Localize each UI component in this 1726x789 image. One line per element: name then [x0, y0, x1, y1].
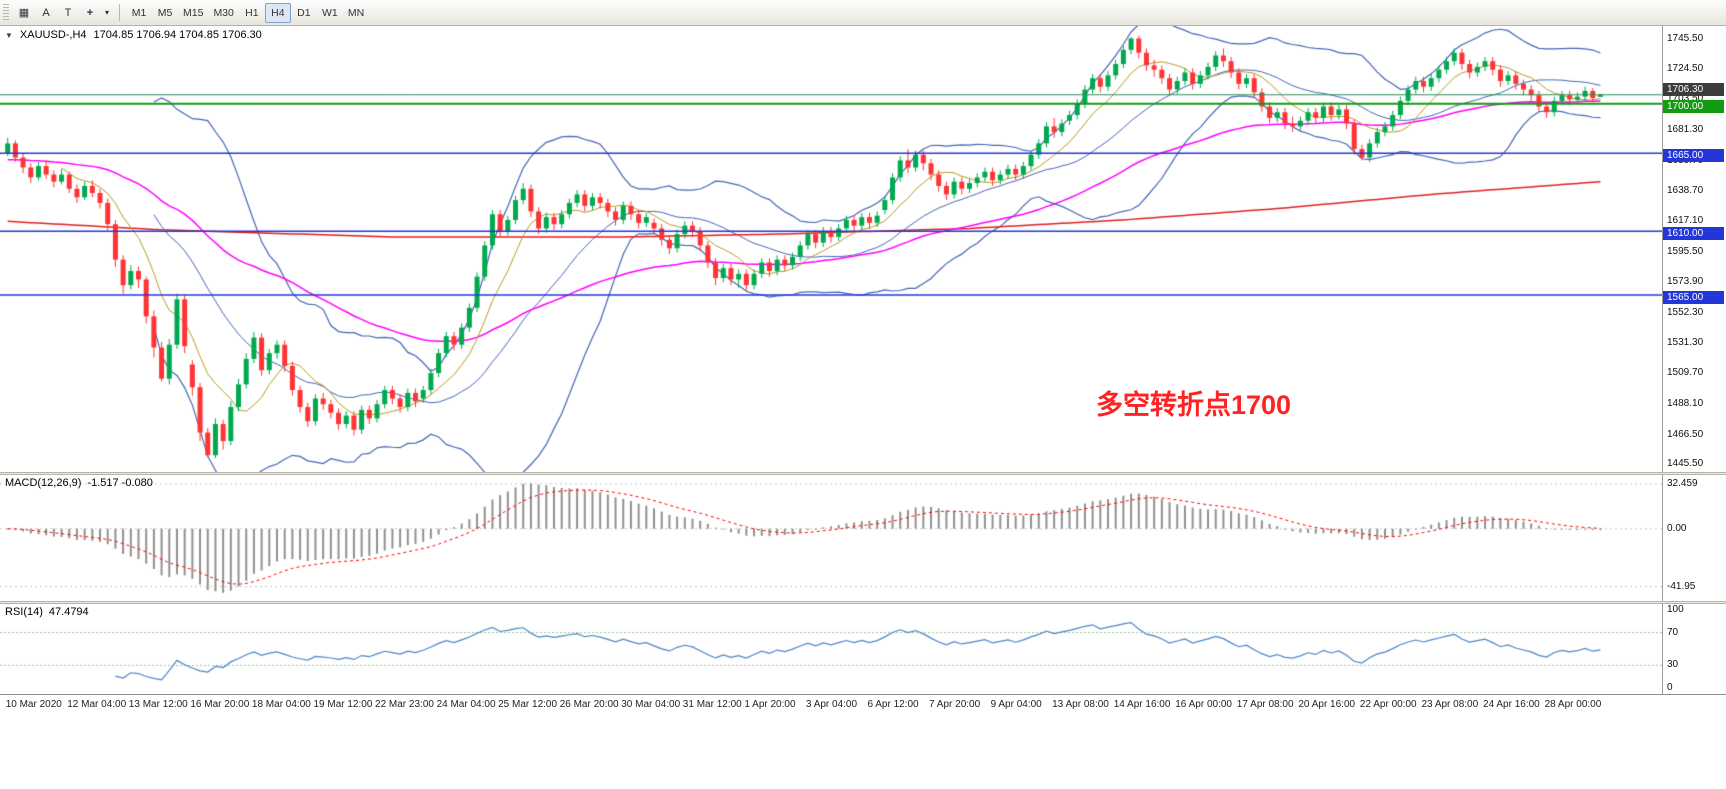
- price-axis[interactable]: 1745.501724.501703.501681.301659.701638.…: [1662, 26, 1726, 472]
- price-tick-label: 1488.10: [1667, 398, 1704, 410]
- time-axis-label: 17 Apr 08:00: [1236, 699, 1294, 710]
- rsi-indicator-label: RSI(14) 47.4794: [5, 606, 89, 618]
- price-tick-label: 1531.30: [1667, 336, 1704, 348]
- price-tick-label: 1445.50: [1667, 458, 1704, 470]
- price-chart-panel: ▼ XAUUSD-,H4 1704.85 1706.94 1704.85 170…: [0, 26, 1726, 472]
- macd-current-values: -1.517 -0.080: [87, 477, 153, 489]
- price-tick-label: 1552.30: [1667, 307, 1704, 319]
- rsi-canvas[interactable]: [0, 604, 1662, 694]
- macd-tick-label: 0.00: [1667, 522, 1687, 534]
- toolbar-grip[interactable]: [3, 3, 9, 22]
- rsi-current-value: 47.4794: [48, 606, 89, 618]
- macd-tick-label: 32.459: [1667, 477, 1698, 489]
- chart-grid-icon[interactable]: ▦: [18, 7, 30, 19]
- timeframe-button-h1[interactable]: H1: [245, 6, 259, 19]
- chart-header: ▼ XAUUSD-,H4 1704.85 1706.94 1704.85 170…: [5, 29, 262, 41]
- panel-divider-macd[interactable]: [0, 472, 1726, 475]
- time-axis-label: 20 Apr 16:00: [1298, 699, 1356, 710]
- macd-panel: MACD(12,26,9) -1.517 -0.080 32.459 0.00 -4…: [0, 475, 1726, 601]
- timeframe-button-m15[interactable]: M15: [183, 6, 204, 19]
- time-axis-label: 13 Mar 12:00: [128, 699, 188, 710]
- rsi-panel: RSI(14) 47.4794 100 70 30 0: [0, 604, 1726, 694]
- time-axis-label: 1 Apr 20:00: [744, 699, 796, 710]
- time-axis-label: 7 Apr 20:00: [929, 699, 981, 710]
- time-axis-label: 24 Apr 16:00: [1483, 699, 1540, 710]
- time-axis-label: 19 Mar 12:00: [313, 699, 373, 710]
- time-axis-label: 13 Apr 08:00: [1052, 699, 1109, 710]
- toolbar: ▦ A T + ▾ M1 M5 M15 M30 H1 H4 D1 W1 MN: [0, 0, 1726, 26]
- time-axis-label: 22 Mar 23:00: [375, 699, 434, 710]
- level-price-badge[interactable]: 1700.00: [1663, 99, 1724, 113]
- timeframe-button-h4[interactable]: H4: [264, 2, 291, 23]
- ohlc-values: 1704.85 1706.94 1704.85 1706.30: [93, 29, 262, 41]
- rsi-tick-label: 100: [1667, 604, 1684, 615]
- macd-axis[interactable]: 32.459 0.00 -41.95: [1662, 475, 1726, 601]
- arrow-tool-icon[interactable]: A: [42, 6, 50, 19]
- macd-canvas[interactable]: [0, 475, 1662, 601]
- rsi-tick-label: 0: [1667, 682, 1673, 693]
- rsi-tick-label: 70: [1667, 626, 1679, 638]
- time-axis-label: 22 Apr 00:00: [1359, 699, 1417, 710]
- level-price-badge[interactable]: 1665.00: [1663, 149, 1724, 163]
- crosshair-tool-icon[interactable]: +: [86, 6, 94, 19]
- price-tick-label: 1724.50: [1667, 62, 1704, 74]
- price-tick-label: 1595.50: [1667, 245, 1704, 257]
- panel-divider-rsi[interactable]: [0, 601, 1726, 604]
- time-axis-label: 10 Mar 2020: [5, 699, 62, 710]
- current-price-badge: 1706.30: [1663, 82, 1724, 96]
- price-tick-label: 1573.90: [1667, 276, 1704, 288]
- price-chart-canvas[interactable]: [0, 26, 1662, 472]
- time-axis-label: 31 Mar 12:00: [682, 699, 742, 710]
- timeframe-button-m1[interactable]: M1: [131, 6, 147, 19]
- chart-annotation-text[interactable]: 多空转折点1700: [1096, 389, 1292, 420]
- time-axis-label: 14 Apr 16:00: [1113, 699, 1171, 710]
- toolbar-tools-group: ▦ A T + ▾: [13, 3, 113, 23]
- price-tick-label: 1638.70: [1667, 184, 1704, 196]
- macd-label: MACD(12,26,9): [5, 477, 82, 489]
- time-axis[interactable]: 10 Mar 2020 12 Mar 04:00 13 Mar 12:00 16 Ma…: [0, 694, 1726, 714]
- macd-indicator-label: MACD(12,26,9) -1.517 -0.080: [5, 477, 153, 489]
- level-price-badge[interactable]: 1565.00: [1663, 291, 1724, 305]
- timeframe-button-d1[interactable]: D1: [297, 6, 311, 19]
- price-tick-label: 1681.30: [1667, 124, 1704, 136]
- rsi-axis[interactable]: 100 70 30 0: [1662, 604, 1726, 694]
- time-axis-label: 6 Apr 12:00: [867, 699, 919, 710]
- time-axis-label: 16 Apr 00:00: [1175, 699, 1232, 710]
- rsi-tick-label: 30: [1667, 659, 1679, 671]
- price-tick-label: 1509.70: [1667, 367, 1704, 379]
- time-axis-label: 16 Mar 20:00: [190, 699, 250, 710]
- time-axis-label: 24 Mar 04:00: [436, 699, 496, 710]
- timeframe-buttons-group: M1 M5 M15 M30 H1 H4 D1 W1 MN: [126, 2, 369, 23]
- symbol-label: XAUUSD-,H4: [19, 29, 87, 41]
- price-tick-label: 1745.50: [1667, 33, 1704, 45]
- time-axis-label: 9 Apr 04:00: [990, 699, 1042, 710]
- time-axis-label: 18 Mar 04:00: [251, 699, 311, 710]
- collapse-panel-icon[interactable]: ▼: [5, 30, 13, 40]
- time-axis-label: 3 Apr 04:00: [805, 699, 858, 710]
- time-axis-label: 12 Mar 04:00: [67, 699, 127, 710]
- price-tick-label: 1703.50: [1667, 92, 1704, 104]
- price-tick-label: 1466.50: [1667, 428, 1704, 440]
- time-axis-label: 30 Mar 04:00: [621, 699, 681, 710]
- timeframe-button-m30[interactable]: M30: [213, 6, 234, 19]
- time-axis-label: 23 Apr 08:00: [1421, 699, 1479, 710]
- text-tool-icon[interactable]: T: [64, 6, 72, 19]
- price-tick-label: 1617.10: [1667, 215, 1704, 227]
- rsi-label: RSI(14): [5, 606, 43, 618]
- timeframe-button-mn[interactable]: MN: [347, 6, 365, 19]
- level-price-badge[interactable]: 1610.00: [1663, 227, 1724, 241]
- timeframe-button-w1[interactable]: W1: [322, 6, 338, 19]
- chevron-down-icon[interactable]: ▾: [104, 8, 109, 17]
- time-axis-label: 25 Mar 12:00: [498, 699, 558, 710]
- timeframe-button-m5[interactable]: M5: [157, 6, 173, 19]
- time-axis-label: 28 Apr 00:00: [1544, 699, 1602, 710]
- toolbar-separator: [119, 4, 120, 21]
- bottom-empty-area: [0, 714, 1726, 789]
- macd-tick-label: -41.95: [1667, 580, 1696, 592]
- time-axis-label: 26 Mar 20:00: [559, 699, 619, 710]
